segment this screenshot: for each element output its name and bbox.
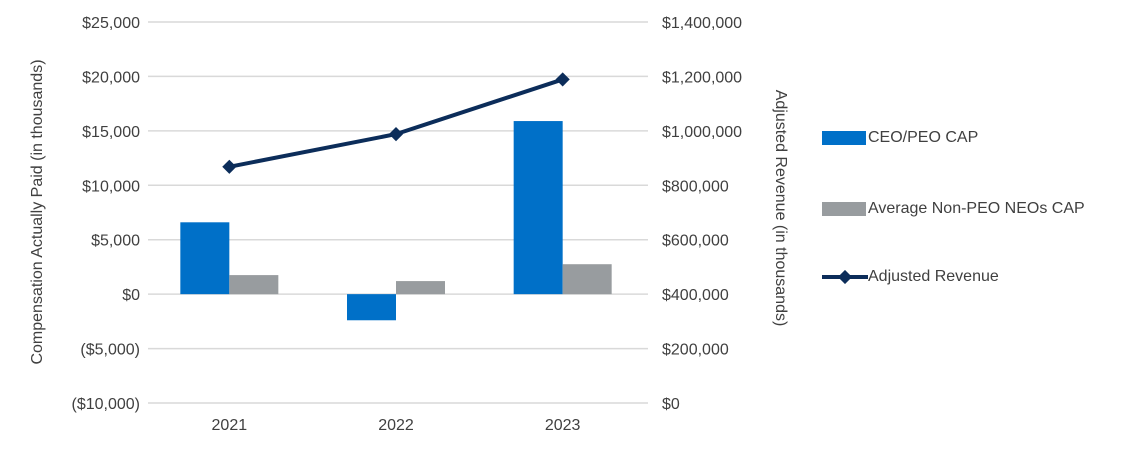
revenue-point-2021 xyxy=(222,159,237,174)
y-tick-label: $0 xyxy=(122,287,140,304)
legend-item-ceo: CEO/PEO CAP xyxy=(822,129,978,147)
y2-tick-label: $600,000 xyxy=(662,233,729,250)
x-tick-label: 2022 xyxy=(378,417,414,434)
y2-tick-label: $200,000 xyxy=(662,342,729,359)
y-tick-label: $5,000 xyxy=(91,233,140,250)
bar-ceo-2022 xyxy=(347,294,396,321)
y-tick-label: ($10,000) xyxy=(72,396,141,413)
y2-tick-label: $1,000,000 xyxy=(662,124,742,141)
x-tick-label: 2021 xyxy=(212,417,248,434)
bar-neo-2021 xyxy=(229,275,279,295)
bar-neo-2023 xyxy=(562,264,612,295)
legend-line-diamond-icon xyxy=(822,270,868,284)
y2-tick-label: $800,000 xyxy=(662,178,729,195)
legend-swatch xyxy=(822,202,866,216)
y-tick-label: $15,000 xyxy=(82,124,140,141)
bar-ceo-2021 xyxy=(180,222,230,295)
revenue-point-2023 xyxy=(555,72,570,87)
revenue-point-2022 xyxy=(388,127,404,142)
y2-axis-label: Adjusted Revenue (in thousands) xyxy=(772,90,789,327)
x-tick-label: 2023 xyxy=(545,417,581,434)
legend-item-revenue: Adjusted Revenue xyxy=(822,268,999,286)
bar-ceo-2023 xyxy=(513,121,563,295)
y-axis-label: Compensation Actually Paid (in thousands… xyxy=(29,59,46,364)
y-tick-label: ($5,000) xyxy=(80,342,140,359)
legend-label: Average Non-PEO NEOs CAP xyxy=(868,200,1085,217)
y2-tick-label: $400,000 xyxy=(662,287,729,304)
y-tick-label: $20,000 xyxy=(82,69,140,86)
legend-label: Adjusted Revenue xyxy=(868,268,999,285)
legend-swatch xyxy=(822,131,866,145)
y2-tick-label: $1,400,000 xyxy=(662,15,742,32)
y2-tick-label: $0 xyxy=(662,396,680,413)
y-tick-label: $10,000 xyxy=(82,178,140,195)
bar-neo-2022 xyxy=(396,281,445,295)
legend-label: CEO/PEO CAP xyxy=(868,129,979,146)
y2-tick-label: $1,200,000 xyxy=(662,69,742,86)
revenue-line xyxy=(228,77,564,169)
y-tick-label: $25,000 xyxy=(82,15,140,32)
legend-item-neo: Average Non-PEO NEOs CAP xyxy=(822,200,1085,218)
